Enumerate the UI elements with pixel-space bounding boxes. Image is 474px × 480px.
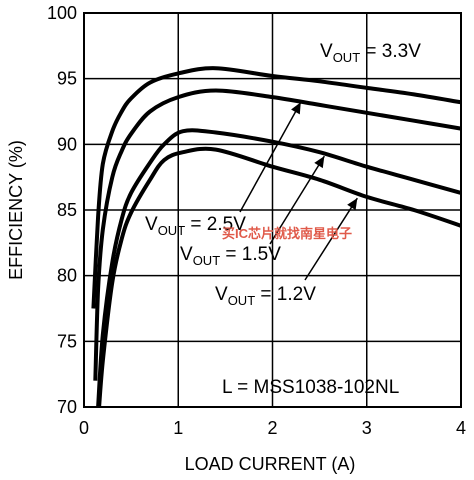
series-line-1v5	[96, 128, 462, 408]
x-axis-title: LOAD CURRENT (A)	[185, 454, 356, 474]
y-tick-label-6: 100	[47, 3, 77, 23]
y-tick-label-0: 70	[57, 397, 77, 417]
label-arrows	[239, 101, 358, 281]
series-group	[91, 66, 462, 408]
x-tick-label-0: 0	[79, 418, 89, 438]
arrow-2v5-head	[291, 102, 301, 115]
y-tick-label-1: 75	[57, 331, 77, 351]
x-tick-label-3: 3	[362, 418, 372, 438]
arrow-1v5-head	[314, 156, 325, 169]
series-label-1v5: VOUT = 1.5V	[180, 244, 281, 268]
arrow-2v5-line	[239, 101, 302, 213]
series-label-2v5: VOUT = 2.5V	[145, 214, 246, 238]
series-line-2v5	[93, 88, 462, 381]
x-tick-label-4: 4	[456, 418, 466, 438]
inductor-annotation: L = MSS1038-102NL	[222, 377, 399, 398]
series-line-1v2	[97, 146, 462, 408]
x-tick-label-1: 1	[173, 418, 183, 438]
x-tick-label-2: 2	[267, 418, 277, 438]
arrow-1v5-line	[269, 155, 325, 245]
y-tick-labels: 70 75 80 85 90 95 100	[47, 3, 77, 417]
y-tick-label-5: 95	[57, 69, 77, 89]
arrow-1v2-head	[347, 198, 358, 211]
x-tick-labels: 0 1 2 3 4	[79, 418, 466, 438]
y-tick-label-4: 90	[57, 134, 77, 154]
y-tick-label-3: 85	[57, 200, 77, 220]
series-label-3v3: VOUT = 3.3V	[320, 41, 421, 65]
watermark: 买IC芯片就找南星电子	[222, 226, 352, 241]
series-label-1v2: VOUT = 1.2V	[215, 284, 316, 308]
plot-frame	[83, 12, 462, 408]
arrow-1v2-line	[304, 197, 358, 281]
grid-lines	[83, 12, 462, 408]
y-tick-label-2: 80	[57, 266, 77, 286]
y-axis-title: EFFICIENCY (%)	[6, 140, 26, 280]
series-line-3v3	[91, 66, 462, 309]
